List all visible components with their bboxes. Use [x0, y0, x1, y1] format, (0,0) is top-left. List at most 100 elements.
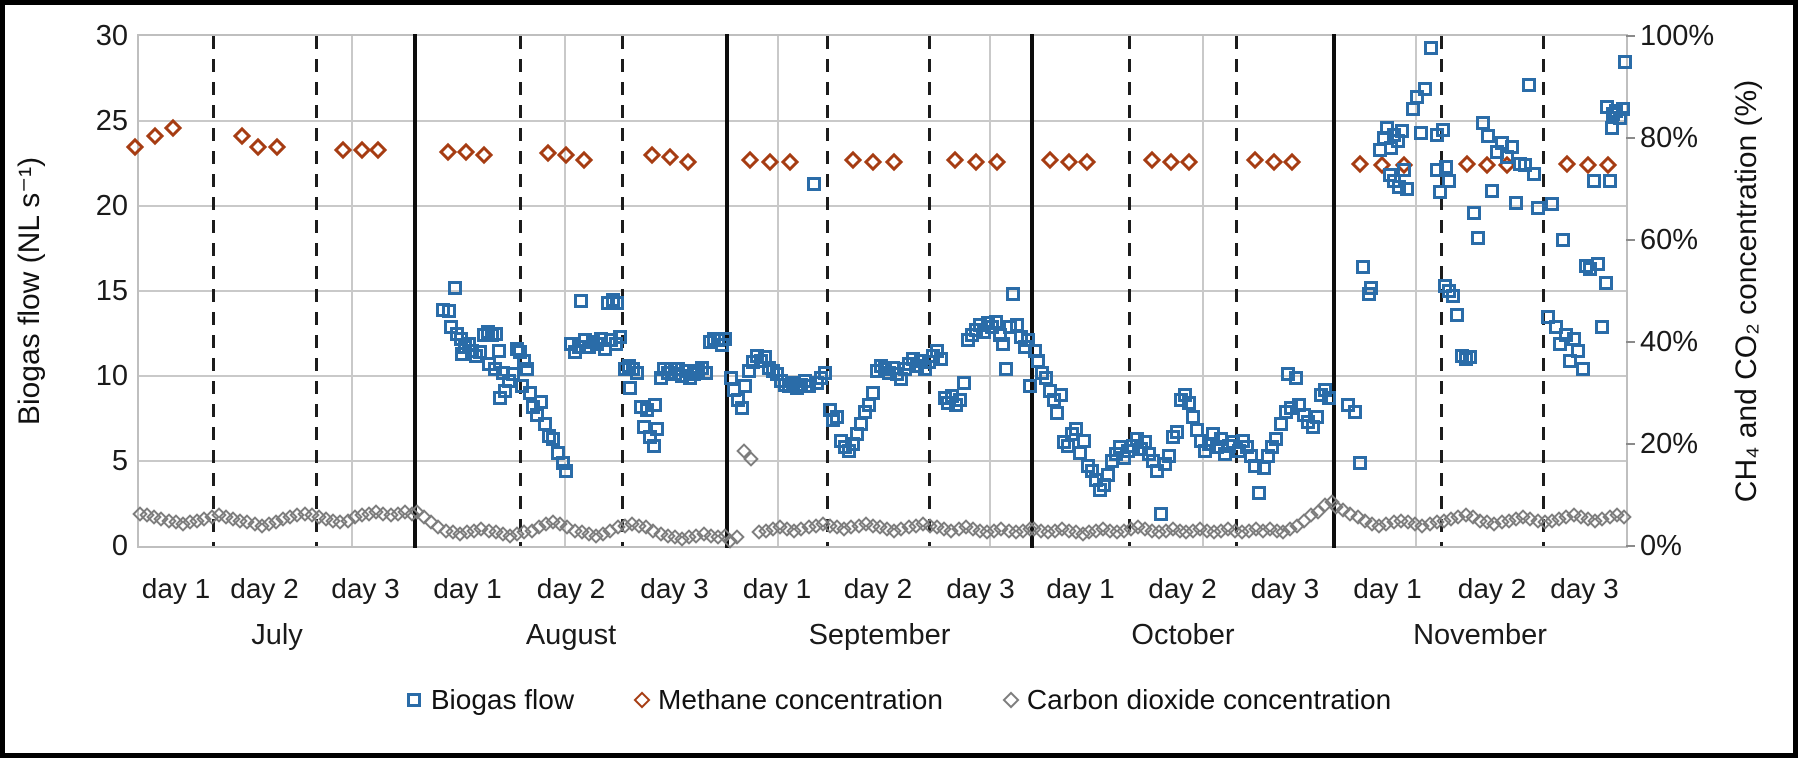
- left-tick-label: 25: [95, 104, 128, 137]
- biogas-point: [945, 389, 959, 404]
- biogas-point: [1471, 231, 1485, 246]
- biogas-point: [1050, 406, 1064, 421]
- biogas-point: [647, 438, 661, 453]
- legend-label: Carbon dioxide concentration: [1026, 684, 1392, 715]
- biogas-point: [1073, 445, 1087, 460]
- biogas-point: [542, 428, 556, 443]
- biogas-point: [1603, 173, 1617, 188]
- right-tick-mark: [1626, 239, 1635, 241]
- left-tick-label: 5: [111, 444, 128, 477]
- right-tick-label: 20%: [1640, 427, 1699, 460]
- biogas-point: [485, 328, 499, 343]
- biogas-point: [1439, 159, 1453, 174]
- v-gridline: [989, 36, 991, 546]
- open-square-icon: [406, 693, 421, 707]
- day-label: day 1: [742, 573, 812, 604]
- biogas-point: [1605, 120, 1619, 135]
- biogas-point: [953, 392, 967, 407]
- day-label: day 2: [230, 573, 299, 604]
- biogas-point: [1559, 328, 1573, 343]
- biogas-point: [826, 413, 840, 428]
- day-label: day 1: [433, 573, 502, 604]
- biogas-point: [957, 375, 971, 390]
- biogas-point: [1463, 350, 1477, 365]
- biogas-point: [1549, 319, 1563, 334]
- biogas-point: [1442, 173, 1456, 188]
- biogas-point: [993, 328, 1007, 343]
- legend-label: Methane concentration: [658, 684, 943, 715]
- biogas-point: [718, 331, 732, 346]
- biogas-point: [1261, 448, 1275, 463]
- biogas-point: [1522, 78, 1536, 93]
- legend: Biogas flow Methane concentration Carbon…: [0, 684, 1798, 716]
- biogas-point: [492, 343, 506, 358]
- biogas-point: [530, 408, 544, 423]
- month-divider-line: [1332, 34, 1336, 548]
- biogas-point: [1424, 40, 1438, 55]
- day-divider-line: [1542, 36, 1545, 546]
- biogas-point: [989, 314, 1003, 329]
- day-label: day 3: [1550, 573, 1619, 604]
- month-label: November: [1413, 618, 1547, 651]
- right-tick-label: 80%: [1640, 121, 1699, 154]
- biogas-point: [818, 365, 832, 380]
- biogas-point: [1395, 124, 1409, 139]
- legend-item-methane: Methane concentration: [633, 684, 943, 716]
- biogas-point: [1348, 404, 1362, 419]
- biogas-point: [930, 343, 944, 358]
- right-tick-label: 0%: [1640, 529, 1682, 562]
- biogas-point: [513, 345, 527, 360]
- right-tick-label: 100%: [1640, 19, 1715, 52]
- day-divider-line: [826, 36, 829, 546]
- right-tick-mark: [1626, 341, 1635, 343]
- day-label: day 3: [1250, 573, 1320, 604]
- h-gridline: [139, 120, 1626, 122]
- biogas-point: [1310, 409, 1324, 424]
- month-label: September: [808, 618, 951, 651]
- open-diamond-icon: [633, 691, 651, 709]
- plot-area: [137, 34, 1628, 548]
- biogas-point: [1541, 309, 1555, 324]
- biogas-point: [1170, 425, 1184, 440]
- right-tick-mark: [1626, 137, 1635, 139]
- biogas-point: [1518, 158, 1532, 173]
- day-label: day 1: [1353, 573, 1422, 604]
- biogas-point: [623, 380, 637, 395]
- month-label: October: [1131, 618, 1235, 651]
- biogas-point: [506, 367, 520, 382]
- right-tick-mark: [1626, 35, 1635, 37]
- biogas-point: [802, 379, 816, 394]
- biogas-point: [517, 353, 531, 368]
- biogas-point: [807, 176, 821, 191]
- biogas-point: [1178, 387, 1192, 402]
- v-gridline: [777, 36, 779, 546]
- biogas-point: [1446, 289, 1460, 304]
- left-tick-label: 30: [95, 19, 128, 52]
- month-divider-line: [413, 34, 417, 548]
- right-tick-mark: [1626, 545, 1635, 547]
- biogas-point: [794, 377, 808, 392]
- biogas-point: [731, 392, 745, 407]
- biogas-point: [1556, 233, 1570, 247]
- biogas-point: [1182, 396, 1196, 411]
- biogas-point: [1085, 464, 1099, 479]
- biogas-point: [1430, 163, 1444, 178]
- left-tick-label: 15: [95, 274, 128, 307]
- biogas-point: [1265, 440, 1279, 455]
- biogas-point: [1433, 185, 1447, 200]
- biogas-point: [1186, 409, 1200, 424]
- biogas-point: [1418, 81, 1432, 96]
- right-axis-title: CH₄ and CO₂ concentration (%): [1730, 79, 1763, 503]
- biogas-point: [1613, 110, 1627, 125]
- day-divider-line: [315, 36, 318, 546]
- left-tick-label: 10: [95, 359, 128, 392]
- biogas-point: [1595, 319, 1609, 334]
- month-label: August: [525, 618, 617, 651]
- biogas-point: [469, 348, 483, 363]
- biogas-point: [838, 440, 852, 455]
- biogas-point: [1576, 362, 1590, 377]
- biogas-point: [1240, 440, 1254, 455]
- biogas-point: [574, 294, 588, 309]
